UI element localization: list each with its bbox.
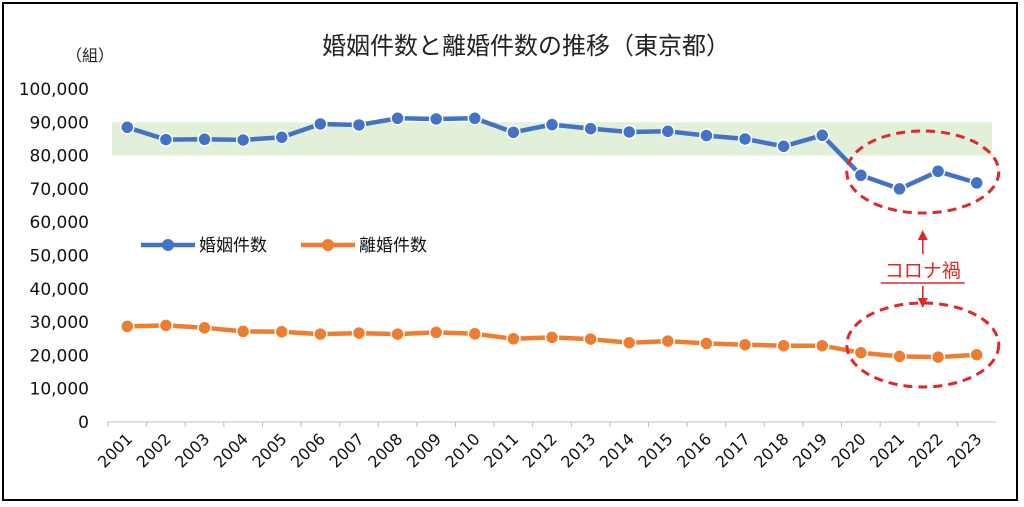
series-2-point	[660, 333, 676, 349]
series-1-point	[660, 124, 676, 139]
series-2-point	[544, 330, 560, 345]
series-2-point	[467, 326, 483, 342]
series-layer	[120, 111, 984, 365]
x-tick-label: 2007	[326, 429, 368, 471]
series-1-point	[467, 111, 483, 126]
series-1-point	[699, 128, 714, 143]
y-tick-label: 50,000	[30, 247, 89, 267]
x-tick-label: 2018	[750, 429, 792, 471]
y-tick-label: 40,000	[30, 280, 89, 300]
series-2-point	[351, 325, 367, 341]
chart-title: 婚姻件数と離婚件数の推移（東京都）	[322, 32, 730, 60]
highlight-ellipse-marriages	[845, 129, 1001, 215]
series-1-point	[120, 120, 135, 135]
x-tick-label: 2004	[210, 429, 252, 471]
legend-swatch-marker	[322, 239, 334, 251]
series-1-point	[506, 125, 521, 140]
y-tick-label: 0	[78, 413, 89, 433]
series-1-point	[815, 128, 830, 143]
series-1-point	[892, 181, 907, 197]
series-2-point	[197, 320, 212, 336]
series-1-point	[776, 139, 791, 154]
x-tick-label: 2001	[94, 429, 136, 471]
line-chart: 婚姻件数と離婚件数の推移（東京都） （組） 0 10,000 20,000 30,00…	[19, 32, 1001, 472]
x-tick-label: 2008	[364, 429, 406, 471]
x-tick-label: 2009	[403, 429, 445, 471]
axes-layer: 0 10,000 20,000 30,000 40,000 50,000 60,000 70,…	[19, 80, 996, 472]
y-tick-label: 70,000	[30, 180, 89, 200]
series-1-point	[583, 121, 598, 136]
chart-frame: 婚姻件数と離婚件数の推移（東京都） （組） 0 10,000 20,000 30,00…	[2, 2, 1018, 501]
series-1-point	[197, 132, 212, 147]
series-2-point	[776, 338, 791, 353]
series-2-point	[120, 319, 135, 334]
series-2-point	[621, 335, 637, 350]
x-tick-label: 2013	[557, 429, 599, 471]
y-tick-label: 80,000	[30, 147, 89, 167]
series-2-point	[930, 349, 946, 365]
y-tick-label: 100,000	[19, 80, 89, 100]
series-2-point	[969, 347, 984, 362]
series-2-point	[699, 336, 714, 351]
series-1-point	[274, 130, 289, 145]
y-tick-label: 20,000	[30, 346, 89, 366]
x-tick-label: 2002	[133, 429, 175, 471]
x-tick-label: 2011	[480, 429, 522, 471]
arrow-up-head	[917, 230, 928, 240]
y-tick-label: 60,000	[30, 213, 89, 233]
series-2-point	[815, 338, 830, 353]
series-2-point	[428, 325, 444, 340]
legend-label: 婚姻件数	[199, 236, 267, 256]
series-2-point	[158, 318, 174, 333]
series-2-point	[506, 331, 521, 346]
legend-label: 離婚件数	[359, 236, 427, 256]
series-1-point	[390, 111, 405, 126]
x-tick-label: 2022	[905, 429, 947, 471]
legend-swatch-marker	[162, 239, 174, 251]
arrow-down-head	[917, 298, 928, 308]
series-2-point	[274, 324, 289, 340]
annotation-layer: コロナ禍	[845, 129, 1001, 389]
series-1-point	[235, 132, 251, 148]
series-2-point	[892, 349, 907, 364]
x-tick-label: 2016	[673, 429, 715, 471]
series-2-point	[583, 331, 598, 347]
x-tick-label: 2014	[596, 429, 638, 471]
x-tick-label: 2023	[943, 429, 985, 471]
series-1-point	[621, 124, 637, 140]
series-2-point	[737, 337, 753, 352]
series-1-point	[969, 175, 984, 191]
y-tick-label: 30,000	[30, 313, 89, 333]
series-1-point	[351, 117, 367, 133]
series-2-point	[853, 345, 869, 360]
y-tick-label: 10,000	[30, 380, 89, 400]
x-tick-label: 2010	[441, 429, 483, 471]
series-2-point	[390, 326, 405, 342]
x-tick-label: 2005	[248, 429, 290, 471]
x-tick-label: 2006	[287, 429, 329, 471]
series-1-point	[930, 164, 946, 179]
series-1-point	[313, 116, 328, 132]
series-2-point	[313, 326, 328, 342]
x-tick-label: 2020	[827, 429, 869, 471]
series-1-point	[737, 131, 753, 147]
series-1-point	[158, 132, 174, 147]
series-2-point	[235, 324, 251, 339]
x-tick-label: 2019	[789, 429, 831, 471]
x-tick-label: 2003	[171, 429, 213, 471]
highlight-ellipse-divorces	[845, 301, 1001, 389]
series-1-point	[544, 117, 560, 132]
x-tick-label: 2017	[712, 429, 754, 471]
legend: 婚姻件数 離婚件数	[141, 236, 427, 256]
series-1-point	[428, 111, 444, 127]
y-axis-unit-label: （組）	[66, 46, 114, 65]
y-tick-label: 90,000	[30, 113, 89, 133]
x-tick-label: 2015	[634, 429, 676, 471]
x-tick-label: 2021	[866, 429, 908, 471]
series-1-point	[853, 167, 869, 183]
annotation-label: コロナ禍	[885, 260, 961, 282]
x-tick-label: 2012	[519, 429, 561, 471]
